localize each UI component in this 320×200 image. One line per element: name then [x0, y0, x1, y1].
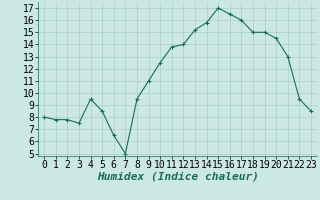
- X-axis label: Humidex (Indice chaleur): Humidex (Indice chaleur): [97, 172, 259, 182]
